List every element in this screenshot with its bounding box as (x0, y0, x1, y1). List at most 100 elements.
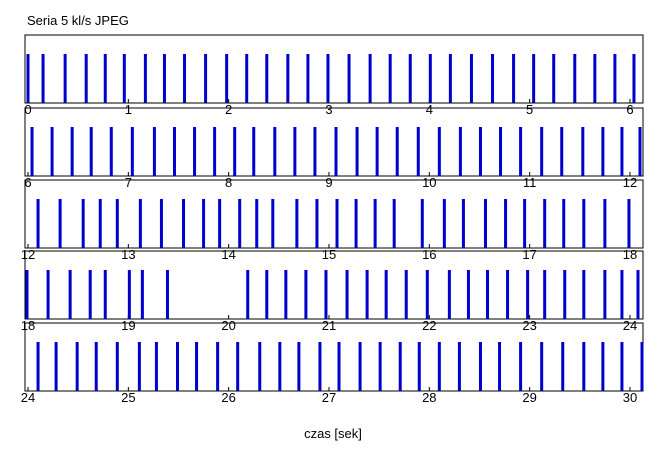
frame-bar (115, 342, 119, 391)
frame-bar (165, 270, 169, 319)
frame-bar (478, 342, 482, 391)
strip-frame (24, 250, 644, 320)
frame-bar (540, 127, 544, 176)
strip-frame (24, 179, 644, 249)
frame-bar (485, 270, 489, 319)
frame-bar (195, 342, 199, 391)
x-tick-label: 24 (623, 318, 637, 333)
frame-bar (347, 54, 351, 103)
frame-bar (137, 342, 141, 391)
x-tick-label: 12 (623, 175, 637, 190)
frame-bar (603, 270, 607, 319)
frame-bar (512, 54, 516, 103)
frame-bar (41, 54, 45, 103)
frame-bar (293, 127, 297, 176)
frame-bar (483, 199, 487, 248)
frame-bar (172, 127, 176, 176)
frame-bar (428, 54, 432, 103)
frame-bar (297, 342, 301, 391)
x-tick-label: 5 (526, 102, 533, 117)
frame-bar (68, 270, 72, 319)
frame-bar (636, 270, 640, 319)
frame-bar (404, 270, 408, 319)
x-tick-label: 3 (325, 102, 332, 117)
frame-bar (81, 199, 85, 248)
frame-bar (582, 270, 586, 319)
frame-bar (63, 54, 67, 103)
x-tick-label: 16 (422, 247, 436, 262)
frame-bar (103, 54, 107, 103)
x-tick-label: 6 (24, 175, 31, 190)
x-tick-label: 17 (522, 247, 536, 262)
frame-bar (36, 199, 40, 248)
frame-bar (89, 127, 93, 176)
x-tick-label: 4 (426, 102, 433, 117)
frame-bar (159, 199, 163, 248)
frame-bar (265, 54, 269, 103)
x-tick-label: 7 (125, 175, 132, 190)
frame-bar (130, 127, 134, 176)
frame-bar (593, 54, 597, 103)
x-tick-label: 22 (422, 318, 436, 333)
frame-bar (458, 127, 462, 176)
frame-bar (437, 127, 441, 176)
frame-bar (30, 127, 34, 176)
frame-bar (420, 199, 424, 248)
frame-bar (236, 342, 240, 391)
frame-bar (225, 54, 229, 103)
frame-bar (543, 270, 547, 319)
frame-bar (94, 342, 98, 391)
chart-title: Seria 5 kl/s JPEG (27, 13, 129, 28)
frame-bar (461, 199, 465, 248)
frame-bar (582, 199, 586, 248)
x-tick-label: 21 (322, 318, 336, 333)
frame-bar (620, 270, 624, 319)
frame-bar (58, 199, 62, 248)
frame-bar (491, 54, 495, 103)
frame-bar (84, 54, 88, 103)
x-tick-label: 26 (221, 390, 235, 405)
frame-bar (273, 127, 277, 176)
frame-bar (506, 270, 510, 319)
frame-bar (204, 54, 208, 103)
x-tick-label: 20 (221, 318, 235, 333)
frame-bar (258, 342, 262, 391)
frame-bar (46, 270, 50, 319)
frame-bar (127, 270, 131, 319)
x-tick-label: 18 (623, 247, 637, 262)
frame-bar (540, 342, 544, 391)
x-tick-label: 30 (623, 390, 637, 405)
frame-bar (70, 127, 74, 176)
frame-bar (448, 54, 452, 103)
frame-bar (326, 54, 330, 103)
frame-bar (532, 54, 536, 103)
frame-bar (638, 127, 642, 176)
frame-bar (392, 199, 396, 248)
frame-bar (365, 270, 369, 319)
frame-bar (368, 54, 372, 103)
frame-bar (395, 127, 399, 176)
strip-frame (24, 107, 644, 177)
frame-bar (162, 54, 166, 103)
frame-bar (152, 127, 156, 176)
frame-bar (337, 342, 341, 391)
frame-bar (238, 199, 242, 248)
frame-bar (358, 342, 362, 391)
frame-bar (561, 342, 565, 391)
x-tick-label: 27 (322, 390, 336, 405)
frame-bar (469, 54, 473, 103)
frame-bar (504, 199, 508, 248)
frame-bar (375, 127, 379, 176)
frame-bar (519, 342, 523, 391)
frame-bar (417, 342, 421, 391)
frame-bar (388, 54, 392, 103)
frame-bar (278, 342, 282, 391)
frame-bar (519, 127, 523, 176)
frame-bar (138, 199, 142, 248)
frame-bar (632, 54, 636, 103)
frame-bar (378, 342, 382, 391)
frame-bar (442, 199, 446, 248)
frame-bar (88, 270, 92, 319)
